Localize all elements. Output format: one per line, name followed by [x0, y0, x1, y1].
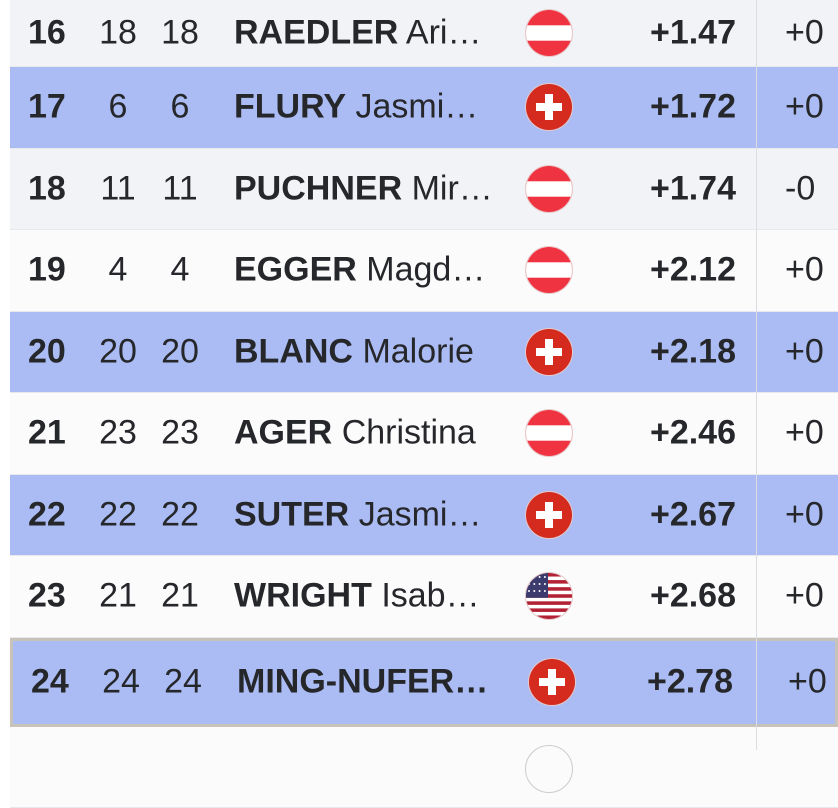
time-behind: +2.78: [647, 663, 733, 702]
start-order: 24: [161, 663, 205, 702]
start-order: 4: [158, 251, 202, 290]
bib: 11: [96, 169, 140, 208]
diff: +0: [785, 14, 824, 53]
last-name: PUCHNER: [234, 169, 402, 207]
austria-flag-icon: [525, 246, 573, 294]
switzerland-flag-icon: [525, 83, 573, 131]
first-name: Christina: [342, 414, 476, 452]
athlete-name[interactable]: MING-NUFER…: [237, 663, 488, 702]
time-behind: +2.68: [650, 577, 736, 616]
table-row[interactable]: 20 20 20 BLANC Malorie +2.18 +0: [10, 312, 838, 394]
athlete-name[interactable]: PUCHNER Mir…: [234, 169, 493, 208]
austria-flag-icon: [525, 165, 573, 213]
bib: 4: [96, 251, 140, 290]
first-name: Isab…: [381, 577, 479, 615]
time-behind: +2.46: [650, 414, 736, 453]
rank: 22: [28, 495, 66, 534]
first-name: Mir…: [412, 169, 493, 207]
time-behind: +2.67: [650, 495, 736, 534]
last-name: RAEDLER: [234, 14, 398, 52]
diff: +0: [785, 577, 824, 616]
rank: 18: [28, 169, 66, 208]
start-order: 23: [158, 414, 202, 453]
table-row-current[interactable]: 24 24 24 MING-NUFER… +2.78 +0: [10, 638, 838, 727]
start-order: 6: [158, 88, 202, 127]
time-behind: +1.72: [650, 88, 736, 127]
table-row[interactable]: 18 11 11 PUCHNER Mir… +1.74 -0: [10, 149, 838, 231]
rank: 23: [28, 577, 66, 616]
bib: 18: [96, 14, 140, 53]
last-name: FLURY: [234, 88, 346, 126]
time-behind: +1.74: [650, 169, 736, 208]
austria-flag-icon: [525, 9, 573, 57]
first-name: Ari…: [406, 14, 482, 52]
switzerland-flag-icon: [525, 328, 573, 376]
last-name: EGGER: [234, 251, 357, 289]
diff: +0: [788, 663, 827, 702]
bib: 6: [96, 88, 140, 127]
usa-flag-icon: [525, 572, 573, 620]
time-behind: +2.12: [650, 251, 736, 290]
diff: +0: [785, 251, 824, 290]
start-order: 21: [158, 577, 202, 616]
athlete-name[interactable]: RAEDLER Ari…: [234, 14, 481, 53]
time-behind: +1.47: [650, 14, 736, 53]
rank: 24: [31, 663, 69, 702]
last-name: MING-NUFER…: [237, 663, 488, 701]
last-name: WRIGHT: [234, 577, 372, 615]
table-row[interactable]: 23 21 21 WRIGHT Isab… +2.68 +0: [10, 556, 838, 638]
bib: 22: [96, 495, 140, 534]
last-name: BLANC: [234, 332, 353, 370]
last-name: SUTER: [234, 495, 349, 533]
table-row[interactable]: [10, 727, 838, 808]
athlete-name[interactable]: BLANC Malorie: [234, 332, 474, 371]
diff: +0: [785, 414, 824, 453]
athlete-name[interactable]: AGER Christina: [234, 414, 476, 453]
first-name: Jasmi…: [356, 88, 479, 126]
last-name: AGER: [234, 414, 332, 452]
rank: 17: [28, 88, 66, 127]
rank: 16: [28, 14, 66, 53]
bib: 23: [96, 414, 140, 453]
diff: +0: [785, 495, 824, 534]
switzerland-flag-icon: [525, 491, 573, 539]
table-row[interactable]: 21 23 23 AGER Christina +2.46 +0: [10, 393, 838, 475]
rank: 21: [28, 414, 66, 453]
switzerland-flag-icon: [528, 658, 576, 706]
start-order: 20: [158, 332, 202, 371]
bib: 20: [96, 332, 140, 371]
athlete-name[interactable]: SUTER Jasmi…: [234, 495, 481, 534]
table-row[interactable]: 22 22 22 SUTER Jasmi… +2.67 +0: [10, 475, 838, 557]
start-order: 22: [158, 495, 202, 534]
first-name: Malorie: [362, 332, 473, 370]
column-divider: [756, 0, 757, 750]
bib: 21: [96, 577, 140, 616]
time-behind: +2.18: [650, 332, 736, 371]
start-order: 11: [158, 169, 202, 208]
first-name: Jasmi…: [359, 495, 482, 533]
table-row[interactable]: 16 18 18 RAEDLER Ari… +1.47 +0: [10, 0, 838, 67]
athlete-name[interactable]: WRIGHT Isab…: [234, 577, 480, 616]
athlete-name[interactable]: EGGER Magd…: [234, 251, 485, 290]
diff: -0: [785, 169, 815, 208]
athlete-name[interactable]: FLURY Jasmi…: [234, 88, 478, 127]
flag-icon: [525, 745, 573, 793]
diff: +0: [785, 332, 824, 371]
start-order: 18: [158, 14, 202, 53]
rank: 20: [28, 332, 66, 371]
austria-flag-icon: [525, 409, 573, 457]
first-name: Magd…: [366, 251, 485, 289]
bib: 24: [99, 663, 143, 702]
diff: +0: [785, 88, 824, 127]
rank: 19: [28, 251, 66, 290]
